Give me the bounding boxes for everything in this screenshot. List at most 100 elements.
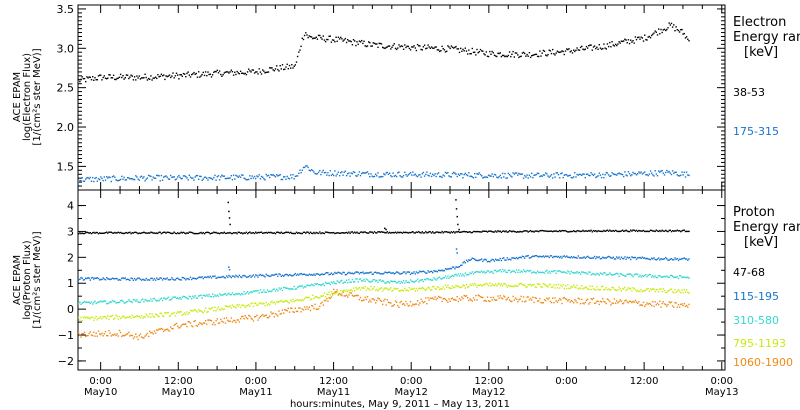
data-point <box>89 317 91 320</box>
spike-point <box>229 223 231 226</box>
data-point <box>189 296 192 298</box>
data-point <box>554 287 556 289</box>
data-point <box>671 26 674 28</box>
data-point <box>234 232 236 234</box>
data-point <box>218 179 221 181</box>
data-point <box>526 286 528 288</box>
electron-legend-title: Electron <box>733 15 786 30</box>
data-point <box>395 282 398 284</box>
data-point <box>202 178 204 180</box>
data-point <box>236 319 238 321</box>
data-point <box>252 290 255 292</box>
data-point <box>688 230 690 233</box>
data-point <box>257 289 259 292</box>
y-tick-label: −1 <box>58 329 74 342</box>
data-point <box>478 172 480 174</box>
data-point <box>538 283 540 285</box>
data-point <box>404 282 406 284</box>
data-point <box>550 174 553 176</box>
data-point <box>193 232 195 235</box>
data-point <box>132 79 135 81</box>
data-point <box>570 50 572 52</box>
data-point <box>464 287 466 289</box>
data-point <box>483 176 485 179</box>
data-point <box>276 273 278 275</box>
data-point <box>468 286 470 288</box>
y-tick-label: 3 <box>67 225 74 238</box>
data-point <box>347 282 349 284</box>
data-point <box>279 232 281 234</box>
data-point <box>520 282 522 285</box>
data-point <box>177 325 179 328</box>
data-point <box>241 232 243 234</box>
data-point <box>599 272 602 274</box>
data-point <box>368 173 370 175</box>
data-point <box>479 283 482 286</box>
data-point <box>556 270 559 272</box>
data-point <box>235 174 237 177</box>
data-point <box>556 172 559 174</box>
data-point <box>160 232 163 235</box>
data-point <box>324 171 327 174</box>
data-point <box>442 298 444 300</box>
data-point <box>129 315 131 318</box>
data-point <box>274 232 277 235</box>
data-point <box>463 294 465 297</box>
data-point <box>457 48 460 50</box>
data-point <box>179 279 181 281</box>
data-point <box>174 315 177 317</box>
data-point <box>109 332 111 334</box>
data-point <box>232 275 235 277</box>
data-point <box>439 175 441 178</box>
data-point <box>467 286 469 289</box>
data-point <box>532 54 534 56</box>
data-point <box>454 46 456 49</box>
data-point <box>670 22 673 25</box>
data-point <box>236 275 238 278</box>
data-point <box>321 301 323 303</box>
data-point <box>256 314 258 316</box>
data-point <box>88 316 90 319</box>
data-point <box>688 277 690 279</box>
data-point <box>531 55 533 57</box>
data-point <box>598 274 600 276</box>
data-point <box>153 232 156 234</box>
data-point <box>652 288 654 290</box>
data-point <box>211 178 214 181</box>
data-point <box>609 41 611 44</box>
data-point <box>250 317 252 319</box>
data-point <box>471 231 473 234</box>
data-point <box>87 231 89 234</box>
data-point <box>166 328 168 330</box>
data-point <box>592 257 595 259</box>
data-point <box>94 232 96 234</box>
data-point <box>669 24 671 26</box>
data-point <box>642 172 645 174</box>
data-point <box>228 292 230 294</box>
spike-point <box>385 228 387 231</box>
data-point <box>434 296 436 298</box>
data-point <box>263 302 265 304</box>
data-point <box>598 303 600 306</box>
data-point <box>331 39 334 41</box>
data-point <box>406 303 408 305</box>
data-point <box>151 331 153 334</box>
data-point <box>135 175 137 177</box>
data-point <box>368 272 370 274</box>
x-date-label: May10 <box>84 387 117 398</box>
data-point <box>161 299 164 302</box>
data-point <box>229 71 231 73</box>
data-point <box>570 230 572 233</box>
data-point <box>649 229 652 231</box>
data-point <box>258 274 260 276</box>
data-point <box>395 271 398 273</box>
data-point <box>218 308 221 311</box>
data-point <box>394 272 397 274</box>
data-point <box>418 174 420 176</box>
data-point <box>496 231 498 233</box>
data-point <box>600 301 603 303</box>
data-point <box>357 271 359 273</box>
data-point <box>589 257 591 259</box>
data-point <box>678 230 681 232</box>
